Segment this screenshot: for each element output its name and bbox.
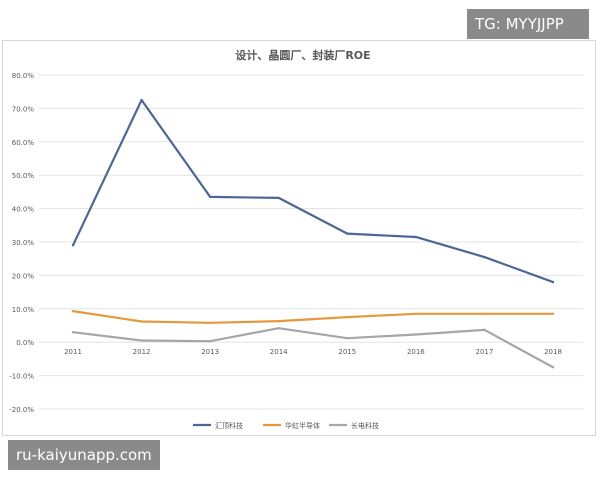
- data-point: [551, 312, 555, 316]
- y-tick-label: -20.0%: [9, 406, 34, 414]
- data-point: [140, 98, 143, 102]
- y-tick-label: 20.0%: [12, 272, 35, 280]
- data-point: [277, 196, 280, 200]
- data-point: [140, 320, 143, 323]
- chart-title: 设计、晶圆厂、封装厂ROE: [235, 48, 370, 62]
- data-point: [414, 312, 418, 316]
- data-point: [208, 321, 212, 325]
- legend-label: 汇顶科技: [215, 421, 243, 430]
- x-tick-label: 2015: [338, 348, 356, 356]
- legend-label: 长电科技: [351, 421, 379, 430]
- series-line-1: [72, 98, 554, 284]
- data-point: [208, 339, 212, 343]
- data-point: [71, 330, 75, 334]
- data-point: [414, 235, 418, 239]
- x-tick-label: 2013: [201, 348, 219, 356]
- y-tick-label: 70.0%: [12, 105, 35, 113]
- y-tick-label: 50.0%: [12, 172, 35, 180]
- chart-frame: 设计、晶圆厂、封装厂ROE 80.0% 70.0% 60.0% 50.0% 40.0% 3…: [2, 40, 596, 436]
- data-point: [483, 328, 486, 332]
- watermark-top-right: TG: MYYJJPP: [467, 9, 589, 39]
- data-point: [71, 244, 75, 247]
- series-line-3: [72, 327, 554, 369]
- data-point: [140, 339, 143, 342]
- y-tick-label: -10.0%: [9, 373, 34, 381]
- data-point: [551, 280, 555, 284]
- data-point: [346, 336, 349, 340]
- data-point: [346, 232, 349, 235]
- y-tick-label: 10.0%: [12, 306, 35, 314]
- x-tick-label: 2017: [476, 348, 494, 356]
- data-point: [277, 319, 280, 323]
- x-tick-label: 2012: [133, 348, 151, 356]
- data-point: [346, 315, 349, 319]
- y-tick-label: 80.0%: [12, 72, 35, 80]
- y-tick-label: 60.0%: [12, 139, 35, 147]
- data-point: [208, 195, 212, 199]
- x-tick-label: 2011: [64, 348, 82, 356]
- data-point: [71, 309, 75, 313]
- data-point: [483, 255, 486, 259]
- watermark-bottom-left: ru-kaiyunapp.com: [8, 440, 160, 470]
- y-tick-label: 40.0%: [12, 206, 35, 214]
- x-tick-label: 2016: [407, 348, 425, 356]
- data-point: [414, 333, 418, 336]
- y-tick-label: 0.0%: [16, 339, 34, 347]
- legend-label: 华虹半导体: [285, 421, 320, 430]
- x-tick-label: 2014: [270, 348, 288, 356]
- data-point: [277, 326, 280, 330]
- line-chart: 设计、晶圆厂、封装厂ROE 80.0% 70.0% 60.0% 50.0% 40.0% 3…: [9, 48, 583, 430]
- data-point: [551, 366, 555, 369]
- data-point: [483, 312, 486, 316]
- series-line-2: [72, 310, 553, 324]
- x-tick-label: 2018: [544, 348, 562, 356]
- y-tick-label: 30.0%: [12, 239, 35, 247]
